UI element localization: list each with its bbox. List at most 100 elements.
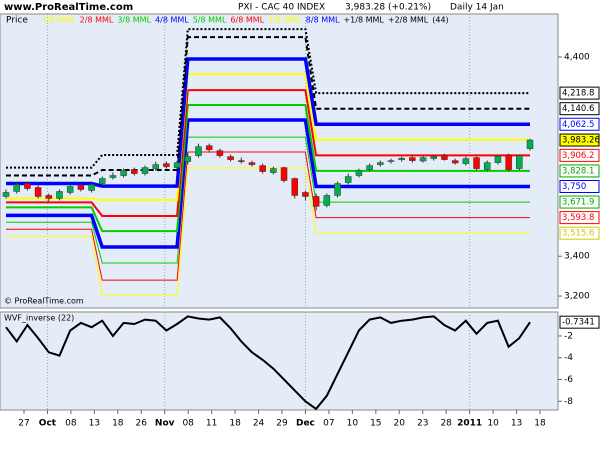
y-tick-label: 3,400 <box>564 252 590 262</box>
candle-body <box>131 169 138 174</box>
legend-entry: 6/8 MML <box>230 16 264 25</box>
mml-line <box>6 136 530 264</box>
value-box <box>559 133 600 147</box>
y-tick-label: -2 <box>564 331 573 341</box>
candle-body <box>398 157 405 160</box>
candle-body <box>270 168 277 173</box>
legend-period: (44) <box>432 16 448 25</box>
value-box-label: 3,515.6 <box>562 229 594 239</box>
candle-body <box>494 155 502 163</box>
value-box <box>559 226 600 240</box>
candle-body <box>109 175 117 178</box>
candle-body <box>419 157 427 162</box>
candle-body <box>24 183 31 189</box>
y-tick-label: 3,200 <box>564 292 590 302</box>
y-tick-label: -6 <box>564 375 573 385</box>
candle-body <box>141 167 149 174</box>
legend-entry: +2/8 MML <box>388 16 429 25</box>
candle-body <box>302 192 309 197</box>
candle-body <box>409 157 416 161</box>
candle-body <box>248 162 256 165</box>
x-tick-label: 18 <box>112 419 124 429</box>
x-tick-label: 26 <box>136 419 148 429</box>
mml-line <box>6 118 530 249</box>
candle-body <box>334 183 341 196</box>
candle-body <box>120 170 127 176</box>
mml-line <box>6 104 530 233</box>
candle-body <box>152 164 159 169</box>
x-tick-label: 18 <box>534 419 546 429</box>
period: Daily 14 Jan <box>450 3 504 13</box>
mml-line <box>6 151 530 281</box>
candle-body <box>98 178 106 184</box>
copyright: © ProRealTime.com <box>4 297 84 306</box>
value-box-label: 3,671.9 <box>562 198 594 208</box>
legend-entry: 7/8 MML <box>268 16 302 25</box>
candle-body <box>13 184 20 192</box>
x-tick-label: 10 <box>487 419 499 429</box>
quote: 3,983.28 (+0.21%) <box>345 3 431 13</box>
value-box <box>559 179 600 193</box>
value-box-label: 4,218.8 <box>562 89 594 99</box>
value-box <box>559 164 600 178</box>
candle-body <box>462 158 470 164</box>
mml-line <box>6 36 530 177</box>
legend-entry: +1/8 MML <box>343 16 384 25</box>
x-tick-label: Oct <box>39 419 57 429</box>
x-tick-label: 10 <box>347 419 359 429</box>
indicator-line <box>5 315 531 411</box>
value-box <box>559 148 600 162</box>
x-tick-label: 13 <box>511 419 522 429</box>
instrument: PXI - CAC 40 INDEX <box>238 3 325 13</box>
candle-body <box>88 184 95 191</box>
candle-body <box>280 167 288 181</box>
candle-body <box>205 145 213 150</box>
candle-body <box>77 185 85 190</box>
value-box-label: 4,062.5 <box>562 120 594 130</box>
candle-body <box>483 162 491 170</box>
x-tick-label: 08 <box>182 419 194 429</box>
candle-body <box>366 165 373 170</box>
legend-entry: 8/8 MML <box>306 16 340 25</box>
x-tick-label: 13 <box>89 419 100 429</box>
indicator-title: WVF_inverse (22) <box>4 314 74 323</box>
candle-body <box>216 150 224 156</box>
candle-body <box>451 160 459 164</box>
candle-body <box>238 160 245 162</box>
candle-body <box>323 195 331 206</box>
value-box <box>559 211 600 225</box>
candle-body <box>473 157 480 169</box>
value-box-label: 4,140.6 <box>562 104 594 114</box>
mml-line <box>6 57 530 188</box>
candle-body <box>505 155 512 170</box>
x-tick-label: 23 <box>417 419 428 429</box>
x-tick-label: 2011 <box>457 419 482 429</box>
x-tick-label: 27 <box>18 419 29 429</box>
value-box <box>559 315 600 329</box>
candle-body <box>312 196 320 207</box>
x-tick-label: 15 <box>370 419 381 429</box>
candle-body <box>45 195 53 199</box>
y-tick-label: 4,400 <box>564 53 590 63</box>
x-tick-label: 29 <box>276 419 288 429</box>
candle-body <box>163 163 170 167</box>
candle-body <box>387 160 395 162</box>
candle-body <box>516 155 523 169</box>
candle-body <box>377 162 384 165</box>
y-tick-label: -8 <box>564 397 573 407</box>
legend-title: Price <box>6 16 28 26</box>
value-box <box>559 86 600 100</box>
candle-body <box>227 156 234 160</box>
x-tick-label: 24 <box>253 419 265 429</box>
y-tick-label: -4 <box>564 353 573 363</box>
mml-line <box>6 28 530 169</box>
site-name: www.ProRealTime.com <box>4 2 133 13</box>
legend-entry: 3/8 MML <box>117 16 151 25</box>
value-box-label: -0.7341 <box>562 318 595 328</box>
mml-line <box>6 73 530 201</box>
candle-body <box>184 156 192 162</box>
value-box <box>559 195 600 209</box>
value-box <box>559 117 600 131</box>
candle-body <box>430 156 438 159</box>
